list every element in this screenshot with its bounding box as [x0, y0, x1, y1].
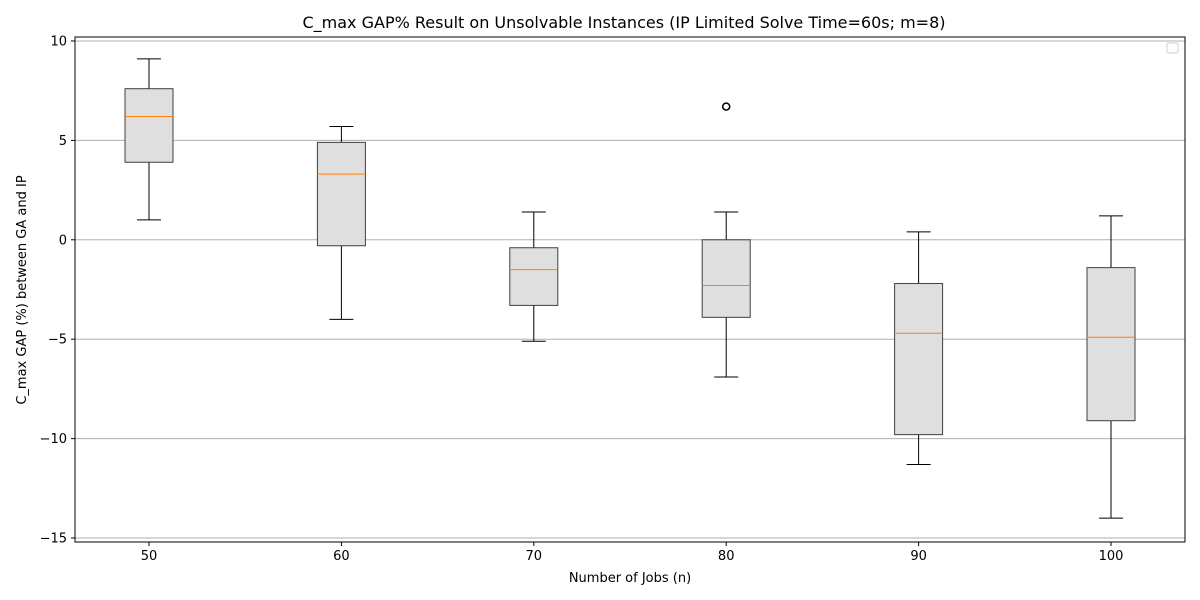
iqr-box	[1086, 267, 1136, 422]
chart-title: C_max GAP% Result on Unsolvable Instance…	[302, 13, 945, 33]
y-tick-label: −15	[40, 532, 67, 547]
iqr-box	[124, 88, 174, 163]
iqr-box	[701, 239, 751, 318]
box-group-60	[316, 125, 366, 320]
x-tick-label: 100	[1099, 549, 1124, 564]
x-axis-title: Number of Jobs (n)	[569, 571, 691, 586]
box-group-50	[124, 58, 174, 221]
iqr-box	[509, 247, 559, 306]
box-group-70	[509, 211, 559, 342]
y-tick-label: 5	[59, 134, 67, 149]
y-tick-label: 0	[59, 233, 67, 248]
plot-frame	[74, 36, 1186, 543]
x-tick-label: 60	[333, 549, 350, 564]
y-tick-label: −5	[48, 333, 67, 348]
outlier-point	[721, 102, 731, 111]
x-axis: 50 60 70 80 90 100	[141, 542, 1124, 564]
y-tick-label: −10	[40, 432, 67, 447]
x-tick-label: 80	[718, 549, 735, 564]
x-tick-label: 90	[910, 549, 927, 564]
legend-box	[1166, 42, 1179, 54]
box-group-80	[701, 102, 751, 378]
x-tick-label: 70	[526, 549, 543, 564]
grid-lines	[75, 40, 1185, 539]
box-series	[124, 58, 1136, 519]
x-tick-label: 50	[141, 549, 158, 564]
y-axis: 10 5 0 −5 −10 −15	[40, 34, 75, 547]
y-tick-label: 10	[50, 34, 67, 49]
iqr-box	[316, 141, 366, 247]
iqr-box	[894, 283, 944, 436]
box-group-100	[1086, 215, 1136, 519]
y-axis-title: C_max GAP (%) between GA and IP	[15, 175, 30, 404]
box-group-90	[894, 231, 944, 465]
